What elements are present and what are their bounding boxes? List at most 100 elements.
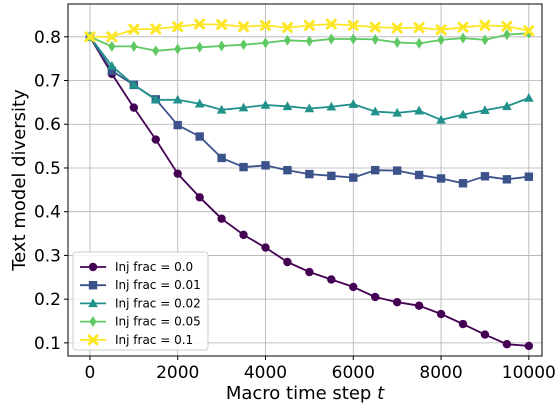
data-point-square (349, 173, 358, 182)
data-point-x (281, 22, 293, 34)
data-point-x (479, 19, 491, 31)
data-point-x (106, 31, 118, 43)
data-point-square (107, 66, 117, 76)
data-point-circle (458, 319, 468, 329)
data-point-x (413, 22, 425, 34)
axis-ticks: 0 2000 4000 6000 8000 10000 0.1 0.2 0.3 0.4 0.5 0.6… (34, 28, 555, 383)
data-point-x (87, 334, 99, 346)
legend-label: Inj frac = 0.01 (115, 278, 201, 292)
x-tick-label: 4000 (244, 363, 287, 383)
data-point-diamond (371, 33, 379, 45)
data-point-circle (414, 301, 424, 310)
data-point-triangle (238, 102, 249, 112)
data-point-triangle (524, 92, 534, 102)
y-axis-label: Text model diversity (9, 89, 30, 272)
data-point-triangle (304, 103, 315, 113)
y-tick-label: 0.7 (34, 72, 61, 92)
data-point-circle (392, 298, 402, 307)
data-point-triangle (194, 98, 205, 108)
data-point-square (88, 281, 98, 290)
y-tick-label: 0.4 (34, 203, 61, 223)
data-point-triangle (414, 105, 424, 115)
data-point-circle (173, 169, 182, 178)
data-point-diamond (415, 37, 423, 49)
data-point-x (303, 19, 315, 31)
data-point-x (238, 21, 250, 33)
data-point-square (283, 165, 292, 175)
data-point-circle (88, 262, 98, 272)
y-tick-label: 0.5 (34, 159, 61, 179)
data-point-diamond (327, 33, 335, 45)
data-point-diamond (437, 34, 445, 46)
data-point-x (128, 23, 140, 35)
series-1 (85, 32, 534, 188)
data-point-diamond (239, 39, 248, 51)
data-point-triangle (282, 101, 293, 111)
legend-label: Inj frac = 0.0 (115, 260, 193, 274)
data-point-triangle (326, 101, 337, 111)
series-4 (84, 18, 535, 43)
data-point-diamond (108, 40, 116, 52)
legend-item: Inj frac = 0.1 (80, 333, 193, 347)
data-point-square (305, 169, 314, 179)
data-point-square (524, 172, 534, 181)
data-point-triangle (458, 109, 468, 119)
data-point-circle (261, 243, 270, 252)
data-point-circle (195, 193, 204, 202)
data-point-square (436, 174, 446, 183)
data-point-square (327, 171, 336, 181)
data-point-square (392, 166, 402, 175)
series-2 (85, 31, 534, 124)
data-point-triangle (370, 106, 381, 116)
data-point-x (369, 21, 381, 33)
data-point-diamond (130, 40, 138, 52)
series-0 (85, 32, 534, 351)
data-point-x (260, 19, 271, 31)
data-point-x (150, 23, 162, 35)
legend: Inj frac = 0.0 Inj frac = 0.01 Inj frac = … (72, 251, 209, 351)
x-tick-label: 8000 (419, 363, 462, 383)
data-point-triangle (348, 99, 359, 108)
data-point-triangle (88, 298, 98, 308)
x-tick-label: 10000 (502, 363, 555, 383)
y-tick-label: 0.6 (34, 115, 61, 135)
data-point-triangle (216, 104, 227, 114)
data-point-triangle (480, 105, 490, 115)
data-point-diamond (283, 34, 292, 46)
y-tick-label: 0.3 (34, 246, 61, 266)
data-point-circle (524, 341, 534, 351)
data-point-circle (502, 339, 512, 349)
data-point-x (172, 21, 184, 33)
x-axis-label: Macro time step t (226, 383, 385, 404)
y-tick-label: 0.2 (34, 290, 61, 310)
data-point-x (391, 22, 403, 34)
data-point-circle (305, 267, 314, 277)
data-point-circle (129, 103, 139, 112)
data-point-square (239, 162, 248, 172)
y-tick-label: 0.1 (34, 334, 61, 354)
data-point-square (414, 170, 424, 180)
data-point-square (480, 172, 490, 181)
data-point-x (523, 25, 535, 37)
data-point-triangle (502, 101, 512, 111)
data-point-circle (327, 275, 336, 284)
data-point-square (173, 120, 182, 130)
data-point-triangle (436, 114, 446, 124)
data-point-circle (349, 282, 358, 292)
data-point-x (347, 19, 359, 31)
data-point-circle (239, 230, 248, 240)
data-point-diamond (261, 37, 270, 49)
data-point-x (325, 18, 337, 30)
data-point-triangle (129, 79, 139, 89)
data-point-x (457, 21, 469, 33)
data-point-diamond (305, 35, 313, 47)
legend-item: Inj frac = 0.02 (80, 296, 201, 310)
data-point-x (435, 24, 447, 36)
data-point-diamond (196, 41, 204, 53)
x-tick-label: 2000 (156, 363, 199, 383)
x-axis-variable: t (377, 383, 385, 404)
data-point-circle (436, 309, 446, 319)
plot-frame (67, 3, 543, 357)
data-point-circle (151, 135, 160, 144)
